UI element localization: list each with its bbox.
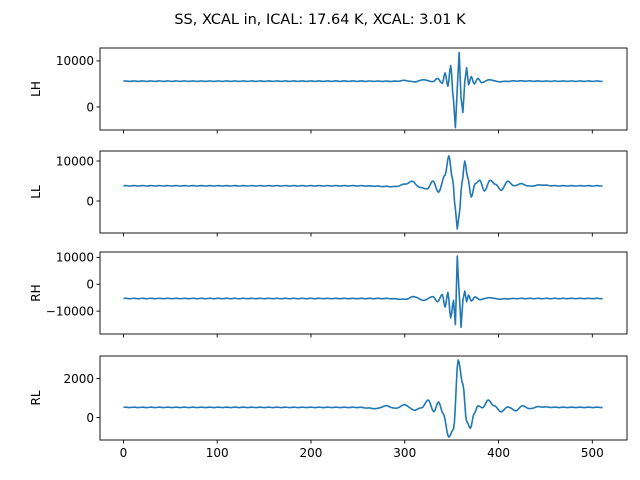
- xtick-label: 400: [487, 446, 510, 460]
- series-line-rl: [123, 359, 603, 438]
- axes-frame-rh: [99, 251, 628, 335]
- subplot-ll: 10000 0 LL: [29, 150, 628, 237]
- subplot-rl: 2000 0 RL 0 100 200 300 400 500: [29, 355, 628, 460]
- series-line-lh: [123, 51, 603, 129]
- ytick-label: 0: [86, 100, 94, 114]
- ytick-label: 0: [86, 278, 94, 292]
- ytick-label: 10000: [56, 54, 94, 68]
- axes-frame-lh: [99, 47, 628, 131]
- y-axis-label-rh: RH: [29, 284, 43, 301]
- ytick-label: 0: [86, 194, 94, 208]
- ytick-label: 10000: [56, 154, 94, 168]
- ytick-label: 0: [86, 411, 94, 425]
- ytick-label: 10000: [56, 251, 94, 265]
- xtick-label: 0: [120, 446, 128, 460]
- subplot-lh: 10000 0 LH: [29, 47, 628, 134]
- series-line-ll: [123, 155, 603, 230]
- axes-frame-rl: [99, 355, 628, 441]
- xtick-label: 300: [393, 446, 416, 460]
- y-axis-label-rl: RL: [29, 390, 43, 405]
- y-axis-label-ll: LL: [29, 185, 43, 199]
- axes-frame-ll: [99, 150, 628, 234]
- xtick-label: 200: [300, 446, 323, 460]
- series-line-rh: [123, 255, 603, 329]
- chart-title: SS, XCAL in, ICAL: 17.64 K, XCAL: 3.01 K: [174, 12, 466, 28]
- ytick-label: −10000: [46, 304, 94, 318]
- y-axis-label-lh: LH: [29, 81, 43, 97]
- xtick-label: 500: [581, 446, 604, 460]
- xtick-label: 100: [206, 446, 229, 460]
- ytick-label: 2000: [63, 372, 94, 386]
